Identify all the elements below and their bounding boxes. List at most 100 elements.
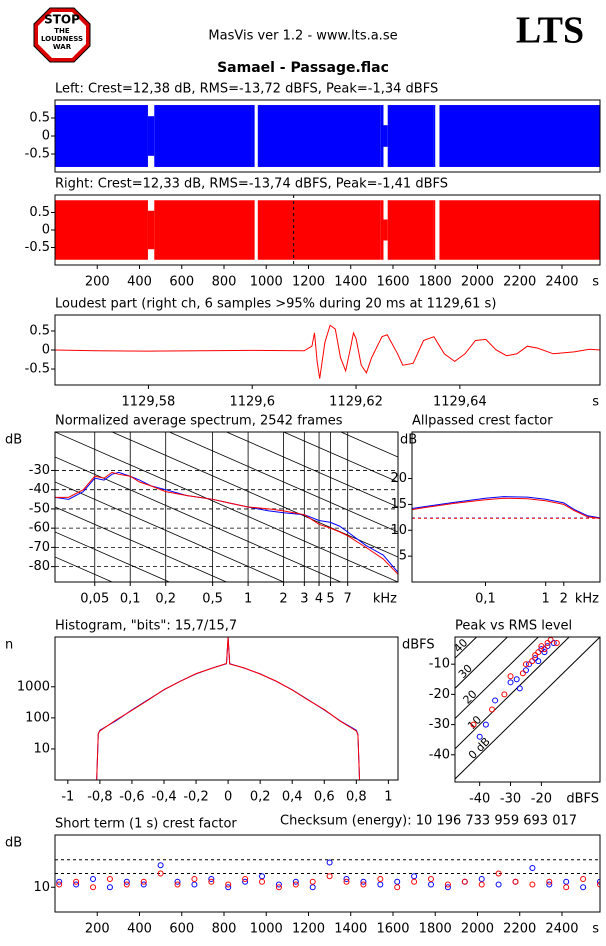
x-unit: kHz (373, 592, 397, 607)
envelope (154, 105, 252, 167)
x-tick-label: 2 (560, 592, 568, 607)
diagonal-label: 30 (456, 662, 475, 681)
y-tick-label: -0.5 (25, 240, 50, 255)
logo-text: WAR (53, 43, 72, 51)
point (360, 881, 367, 888)
panel-title: Peak vs RMS level (455, 619, 572, 634)
point (580, 876, 587, 882)
x-tick-label: 2400 (545, 922, 578, 937)
point (597, 878, 600, 885)
point (495, 870, 502, 877)
x-tick-label: 1129,58 (122, 395, 176, 410)
x-tick-label: 0,5 (202, 592, 223, 607)
y-unit: dB (5, 836, 22, 851)
y-tick-label: -60 (29, 521, 50, 536)
point (489, 706, 496, 713)
y-tick-label: -0.5 (25, 147, 50, 162)
y-tick-label: 0 (42, 223, 50, 238)
point (476, 733, 483, 740)
file-name: Samael - Passage.flac (217, 60, 389, 76)
point (208, 878, 215, 885)
app-title: MasVis ver 1.2 - www.lts.a.se (208, 29, 397, 44)
x-unit: dBFS (566, 792, 599, 807)
decor-line (339, 432, 398, 458)
point (394, 878, 401, 885)
x-tick-label: 1129,62 (329, 395, 383, 410)
point (444, 881, 451, 888)
decor-line (55, 632, 398, 782)
envelope (55, 200, 140, 260)
logo-text: STOP (44, 13, 80, 27)
point (309, 884, 316, 891)
point (526, 661, 533, 668)
point (478, 881, 485, 888)
y-tick-label: -80 (29, 559, 50, 574)
point (541, 649, 548, 656)
logo-text: LOUDNESS (41, 35, 83, 43)
point (529, 865, 536, 871)
point (522, 661, 529, 668)
point (507, 673, 514, 680)
y-tick-label: 0.5 (29, 323, 50, 338)
point (394, 884, 401, 891)
envelope (383, 125, 388, 147)
point (529, 658, 536, 665)
point (563, 884, 570, 891)
x-tick-label: 3 (300, 592, 308, 607)
point (461, 878, 468, 885)
point (492, 697, 499, 704)
diagonal-label: 20 (461, 688, 480, 707)
series-line (55, 324, 600, 379)
point (501, 691, 508, 698)
decor-line (55, 531, 171, 582)
point (478, 876, 485, 882)
x-tick-label: -0,8 (87, 790, 112, 805)
point (90, 884, 97, 891)
point (411, 873, 418, 880)
point (225, 884, 232, 891)
x-tick-label: 200 (85, 275, 110, 290)
point (326, 873, 333, 880)
decor-line (55, 732, 398, 882)
point (519, 670, 526, 677)
x-tick-label: 5 (326, 592, 334, 607)
plot-area (55, 105, 600, 167)
point (275, 884, 282, 891)
decor-line (55, 432, 398, 582)
point (259, 878, 266, 885)
point (529, 881, 536, 888)
y-tick-label: 0 (42, 129, 50, 144)
y-unit: dBFS (402, 638, 435, 653)
logo: STOP THE LOUDNESS WAR (33, 7, 91, 63)
x-tick-label: 1800 (419, 275, 452, 290)
x-tick-label: 1600 (376, 275, 409, 290)
point (522, 667, 529, 674)
x-tick-label: 2400 (545, 275, 578, 290)
point (242, 876, 249, 882)
panel-title: Short term (1 s) crest factor (55, 817, 237, 832)
point (242, 878, 249, 885)
y-unit: dB (400, 433, 417, 448)
plot-area (55, 195, 600, 265)
y-tick-label: -20 (429, 687, 450, 702)
point (275, 881, 282, 888)
frame (454, 636, 601, 783)
point (597, 881, 600, 888)
plot-area (55, 432, 398, 882)
brand: LTS (516, 10, 584, 52)
x-unit: s (592, 395, 599, 410)
x-unit: kHz (575, 592, 599, 607)
diagonal (455, 637, 600, 780)
plot-area (412, 496, 600, 519)
x-tick-label: 1200 (292, 922, 325, 937)
y-unit: n (5, 638, 13, 653)
decor-line (225, 432, 398, 508)
x-tick-label: 2000 (461, 275, 494, 290)
x-tick-label: 800 (212, 922, 237, 937)
point (157, 870, 164, 877)
point (411, 878, 418, 885)
point (174, 881, 181, 888)
envelope (383, 219, 388, 241)
x-tick-label: 400 (127, 275, 152, 290)
